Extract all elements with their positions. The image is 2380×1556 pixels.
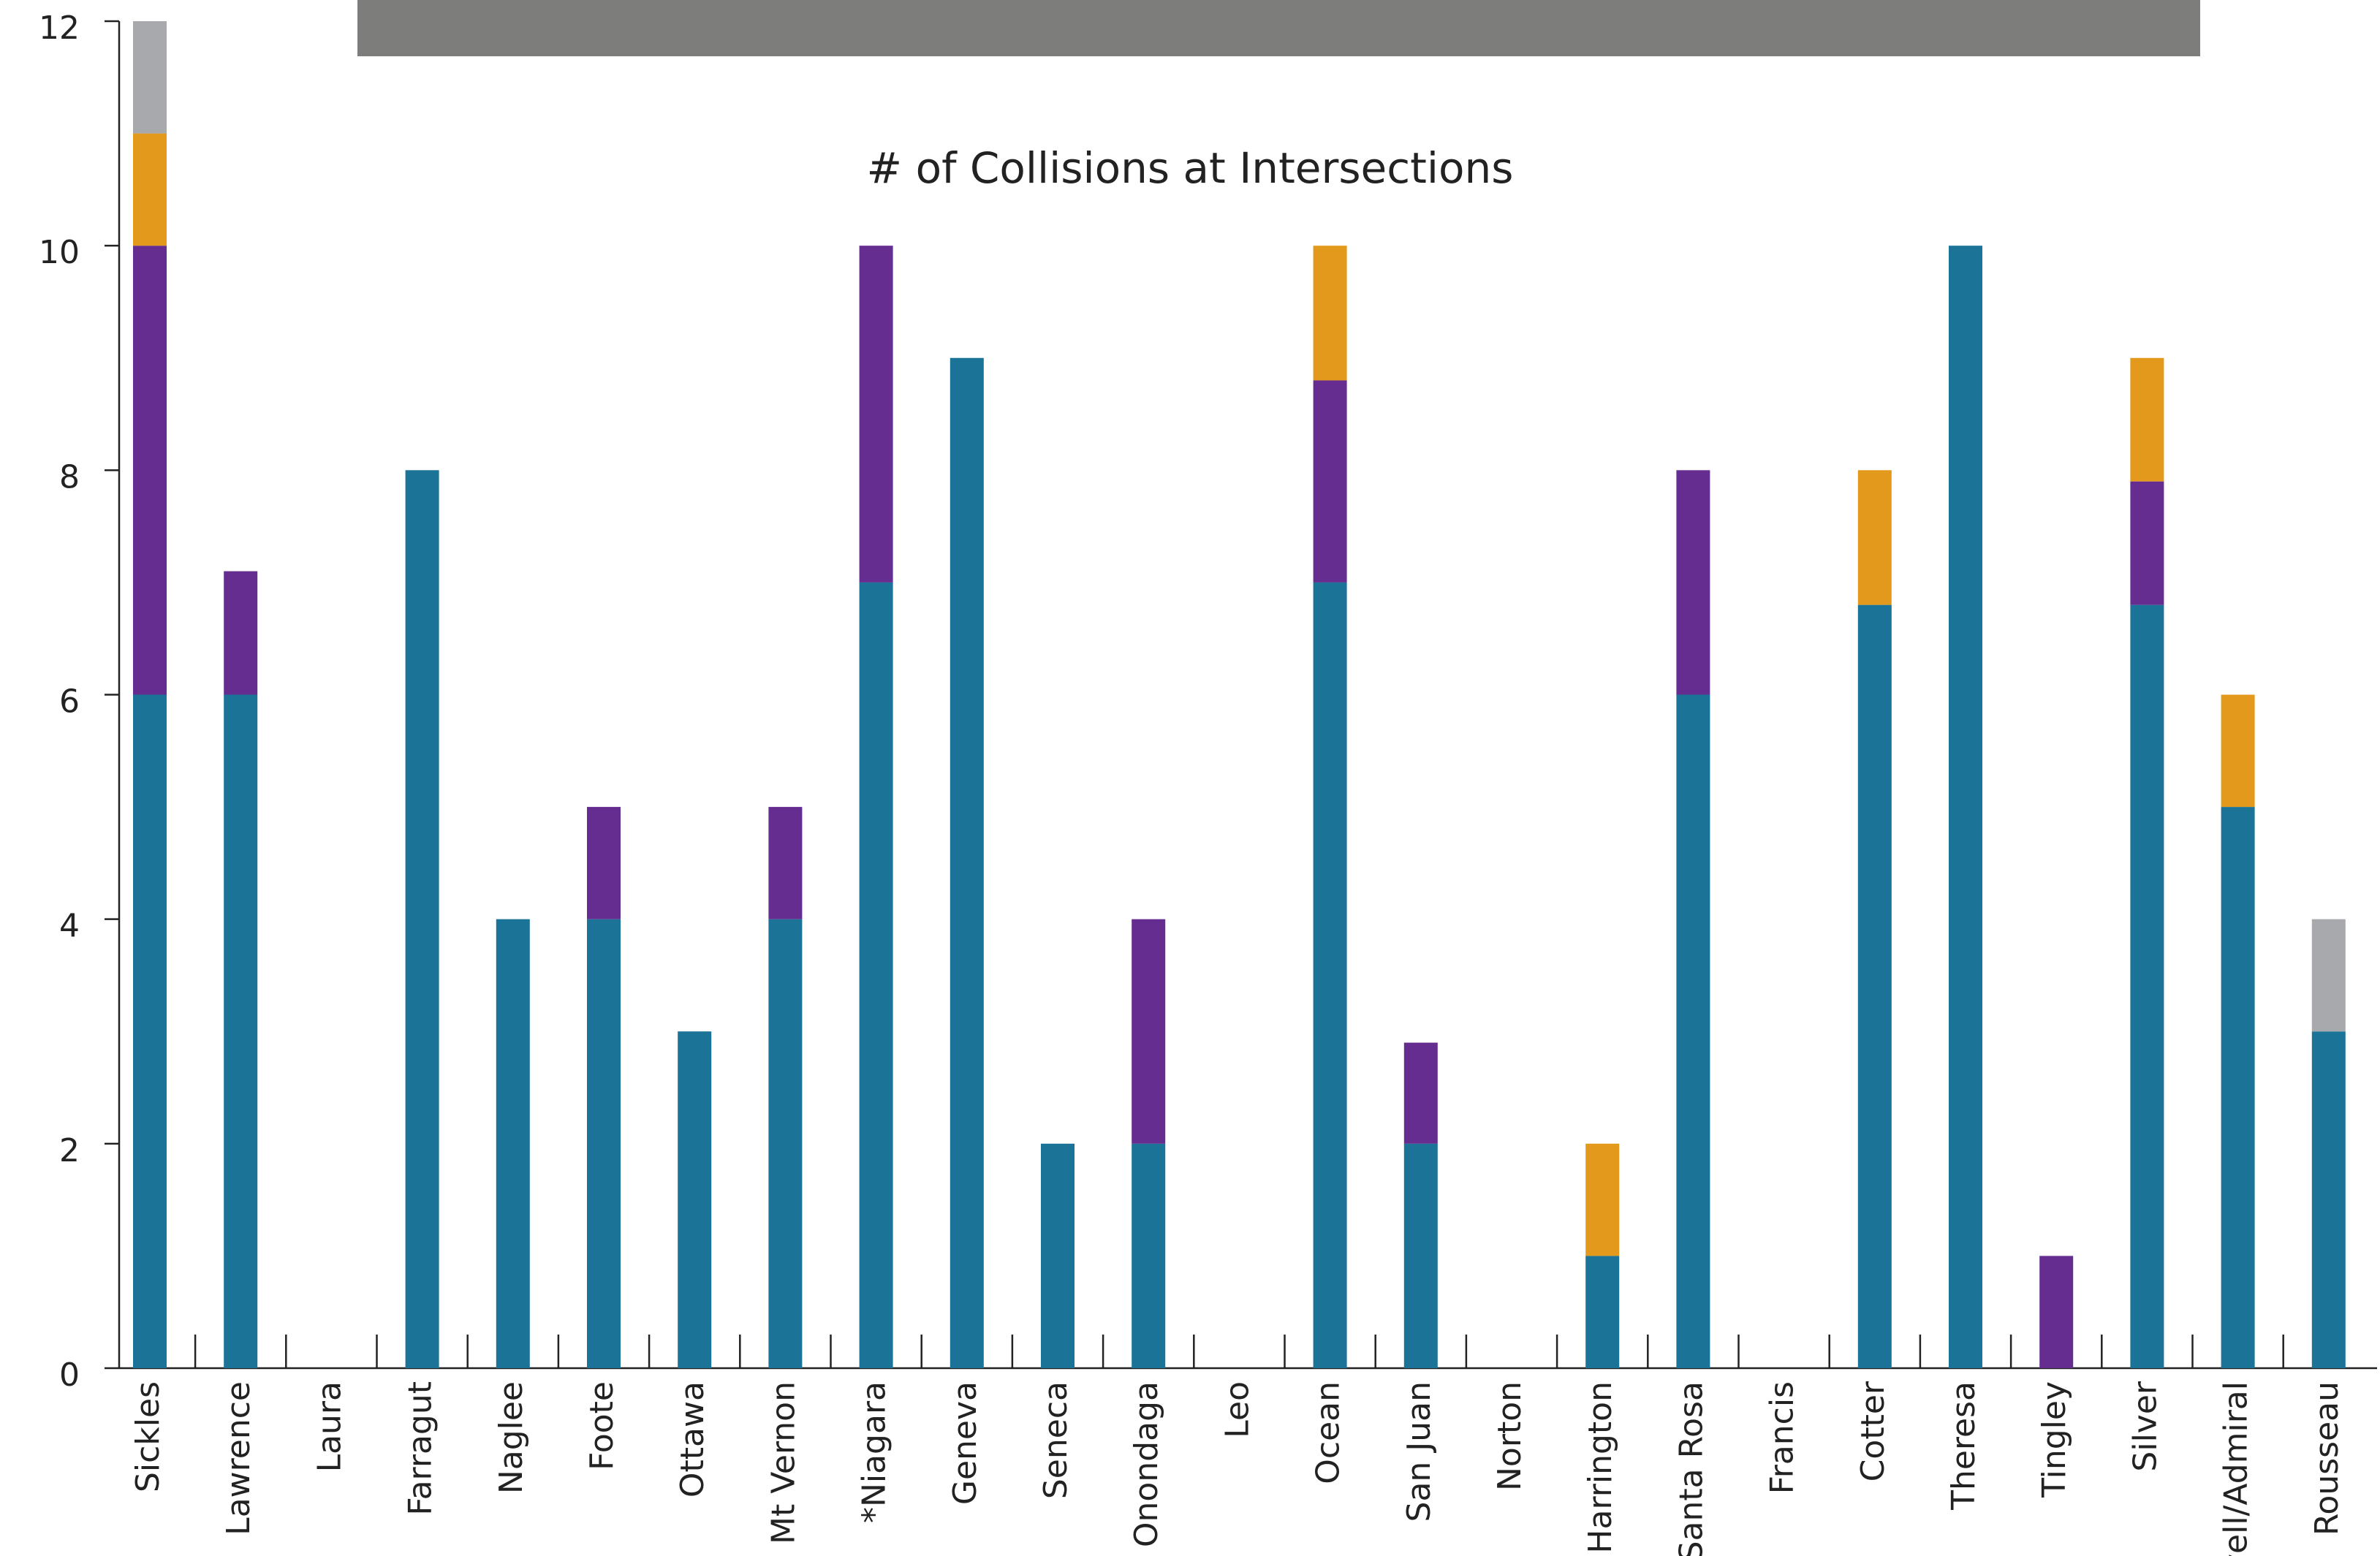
bar-segment — [1949, 246, 1982, 1369]
x-tick-label: Harrington — [1582, 1381, 1619, 1554]
chart-title: # of Collisions at Intersections — [867, 143, 1514, 193]
bar-segment — [1585, 1143, 1620, 1256]
x-tick-label: Farragut — [402, 1381, 439, 1516]
x-tick-label: Silver — [2126, 1381, 2164, 1471]
bar-segment — [133, 21, 167, 134]
bar-segment — [496, 919, 530, 1368]
bar-segment — [133, 133, 167, 246]
bar-segment — [405, 470, 439, 1369]
x-tick-label: Foote — [583, 1381, 621, 1470]
bar-segment — [1676, 470, 1710, 695]
bar-segment — [1403, 1042, 1438, 1144]
bar-segment — [2130, 357, 2164, 482]
x-tick-label: Norton — [1491, 1381, 1528, 1491]
x-tick-label: Lyell/Admiral — [2218, 1381, 2255, 1556]
bar-segment — [1857, 604, 1892, 1369]
y-tick-label: 4 — [59, 908, 80, 945]
bar-segment — [859, 582, 893, 1368]
bar-segment — [1132, 919, 1166, 1144]
y-tick-label: 12 — [39, 10, 80, 47]
bar-segment — [1313, 582, 1347, 1368]
x-tick-label: Geneva — [947, 1381, 984, 1505]
y-tick-label: 0 — [59, 1356, 80, 1394]
bar-segment — [133, 246, 167, 695]
bar-segment — [2039, 1256, 2074, 1368]
bar-segment — [768, 807, 803, 919]
bar-segment — [2311, 1031, 2346, 1368]
x-tick-label: Onondaga — [1128, 1381, 1165, 1547]
x-tick-label: Sickles — [129, 1381, 167, 1492]
bar-segment — [859, 246, 893, 582]
x-tick-label: Ottawa — [674, 1381, 711, 1498]
bar-segment — [678, 1031, 712, 1368]
bar-segment — [1857, 470, 1892, 605]
x-tick-label: San Juan — [1401, 1381, 1438, 1522]
x-tick-label: Santa Rosa — [1672, 1381, 1710, 1556]
bar-segment — [1585, 1256, 1620, 1368]
x-tick-label: Rousseau — [2308, 1381, 2346, 1536]
y-tick-label: 6 — [59, 683, 80, 721]
x-tick-label: Ocean — [1310, 1381, 1347, 1484]
bar-segment — [587, 919, 621, 1368]
bar-segment — [1313, 246, 1347, 381]
bar-segment — [133, 694, 167, 1368]
x-tick-label: Lawrence — [220, 1381, 257, 1536]
x-tick-label: Tingley — [2036, 1381, 2073, 1498]
bar-segment — [1041, 1143, 1075, 1368]
bar-segment — [768, 919, 803, 1368]
y-tick-label: 10 — [39, 234, 80, 271]
bar-segment — [2221, 694, 2255, 808]
x-tick-label: Naglee — [493, 1381, 530, 1494]
bar-segment — [950, 357, 984, 1368]
bar-segment — [224, 571, 258, 695]
bar-segment — [1132, 1143, 1166, 1368]
bar-segment — [2311, 919, 2346, 1032]
bar-segment — [1313, 380, 1347, 582]
x-tick-label: Mt Vernon — [765, 1381, 802, 1544]
bar-segment — [224, 694, 258, 1368]
header-photo — [357, 0, 2200, 56]
bar-segment — [2130, 604, 2164, 1369]
x-tick-label: *Niagara — [856, 1381, 893, 1523]
x-tick-label: Leo — [1219, 1381, 1256, 1438]
x-tick-label: Theresa — [1945, 1381, 1982, 1511]
bar-segment — [1676, 694, 1710, 1368]
y-tick-label: 2 — [59, 1132, 80, 1169]
x-tick-label: Seneca — [1037, 1381, 1075, 1499]
bar-segment — [1403, 1143, 1438, 1368]
x-tick-label: Cotter — [1854, 1381, 1892, 1481]
bar-segment — [2221, 807, 2255, 1368]
bar-segment — [587, 807, 621, 919]
y-tick-label: 8 — [59, 458, 80, 496]
x-tick-label: Francis — [1764, 1381, 1801, 1494]
x-tick-label: Laura — [311, 1381, 348, 1472]
bar-segment — [2130, 481, 2164, 605]
